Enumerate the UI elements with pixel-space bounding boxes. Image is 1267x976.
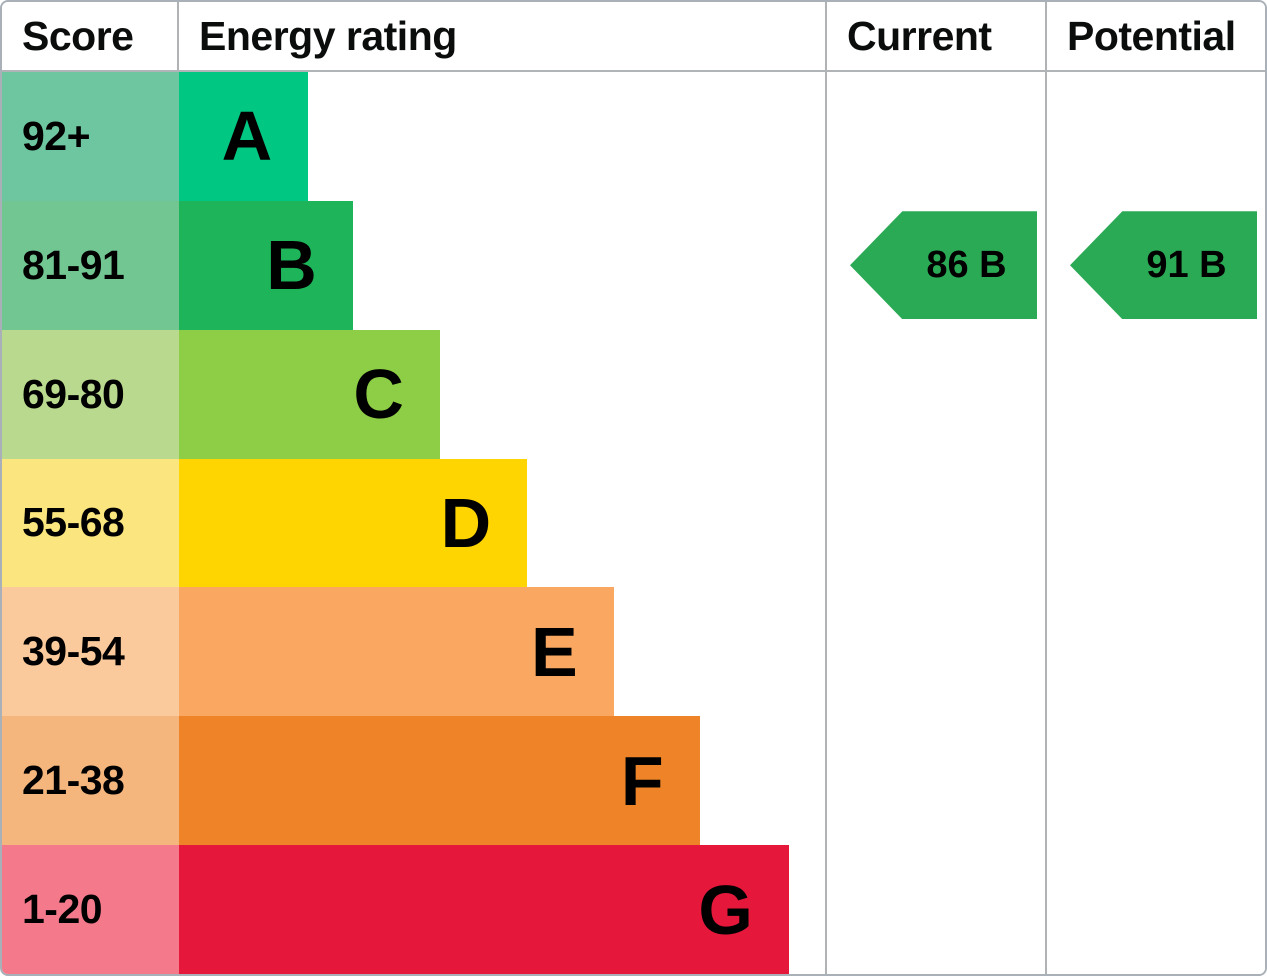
- header-energy-rating: Energy rating: [179, 2, 825, 72]
- current-rating-arrow: 86 B: [850, 211, 1037, 320]
- band-bar-e: E: [179, 587, 614, 717]
- band-bar-a: A: [179, 72, 309, 201]
- current-column-cell-c: [825, 329, 1045, 459]
- band-letter-b: B: [266, 226, 317, 305]
- potential-rating-arrow: 91 B: [1070, 211, 1257, 320]
- band-letter-c: C: [353, 355, 404, 434]
- band-letter-f: F: [620, 741, 664, 820]
- band-letter-g: G: [698, 870, 753, 949]
- header-energy-rating-label: Energy rating: [199, 12, 457, 59]
- current-column-cell-a: [825, 72, 1045, 201]
- score-range-cell-b: 81-91: [2, 200, 179, 330]
- band-bar-cell-d: D: [179, 458, 825, 588]
- band-bar-g: G: [179, 845, 789, 974]
- potential-column-cell-f: [1045, 716, 1265, 846]
- header-score-label: Score: [22, 12, 134, 59]
- header-current: Current: [825, 2, 1045, 72]
- header-potential-label: Potential: [1067, 12, 1236, 59]
- header-score: Score: [2, 2, 179, 72]
- potential-column-cell-a: [1045, 72, 1265, 201]
- potential-column-cell-d: [1045, 458, 1265, 588]
- current-column-cell-d: [825, 458, 1045, 588]
- score-range-cell-e: 39-54: [2, 587, 179, 717]
- current-column-cell-f: [825, 716, 1045, 846]
- band-letter-e: E: [531, 612, 578, 691]
- band-letter-a: A: [221, 97, 273, 176]
- current-column-cell-g: [825, 845, 1045, 974]
- current-column-cell-e: [825, 587, 1045, 717]
- band-bar-d: D: [179, 458, 528, 588]
- band-bar-cell-e: E: [179, 587, 825, 717]
- header-current-label: Current: [847, 12, 992, 59]
- score-range-cell-a: 92+: [2, 72, 179, 201]
- band-bar-cell-a: A: [179, 72, 825, 201]
- band-bar-cell-c: C: [179, 329, 825, 459]
- current-rating-label: 86 B: [926, 243, 1007, 286]
- score-range-cell-f: 21-38: [2, 716, 179, 846]
- potential-column-cell-b: 91 B: [1045, 200, 1265, 330]
- current-column-cell-b: 86 B: [825, 200, 1045, 330]
- potential-column-cell-e: [1045, 587, 1265, 717]
- band-bar-cell-b: B: [179, 200, 825, 330]
- score-range-cell-d: 55-68: [2, 458, 179, 588]
- potential-column-cell-g: [1045, 845, 1265, 974]
- band-bar-cell-f: F: [179, 716, 825, 846]
- band-bar-c: C: [179, 329, 440, 459]
- band-bar-f: F: [179, 716, 700, 846]
- band-bar-b: B: [179, 200, 353, 330]
- potential-rating-label: 91 B: [1146, 243, 1227, 286]
- score-range-cell-g: 1-20: [2, 845, 179, 974]
- header-potential: Potential: [1045, 2, 1265, 72]
- potential-column-cell-c: [1045, 329, 1265, 459]
- score-range-cell-c: 69-80: [2, 329, 179, 459]
- band-bar-cell-g: G: [179, 845, 825, 974]
- band-letter-d: D: [440, 483, 492, 562]
